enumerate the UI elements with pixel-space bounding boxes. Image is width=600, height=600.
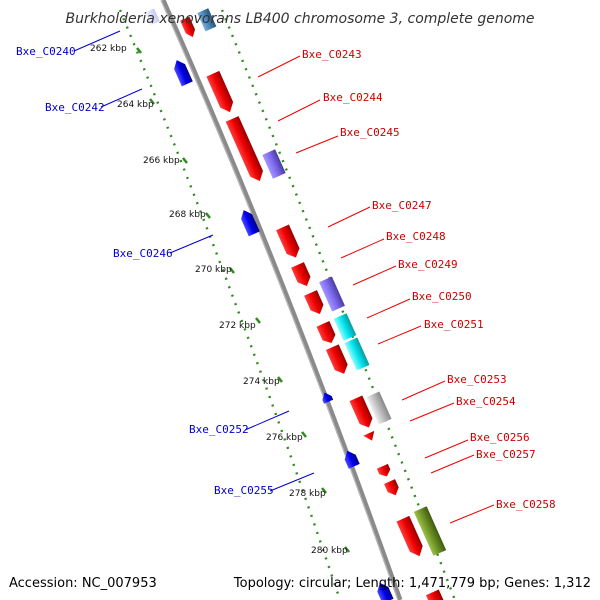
label-line-bxe-c0253	[401, 380, 446, 401]
gene-bxe-c0250[interactable]	[319, 276, 345, 312]
tick-mark	[344, 546, 350, 553]
map-title: Burkholderia xenovorans LB400 chromosome…	[65, 11, 534, 27]
label-line-bxe-c0246	[169, 234, 214, 254]
tick-mark	[136, 47, 142, 54]
gene-label-bxe-c0248[interactable]: Bxe_C0248	[386, 230, 446, 243]
gene-bxe-c0240[interactable]	[144, 8, 160, 26]
tick-mark	[277, 376, 283, 383]
gene-bxe-c0247[interactable]	[276, 224, 302, 261]
gene-label-bxe-c0244[interactable]: Bxe_C0244	[323, 91, 383, 104]
gene-label-bxe-c0254[interactable]: Bxe_C0254	[456, 395, 516, 408]
gene-cyan-2[interactable]	[344, 337, 370, 371]
reverse-label-lines	[73, 30, 315, 492]
gene-bxe-c0257[interactable]	[384, 479, 401, 498]
tick-label: 278 kbp	[289, 489, 326, 499]
label-line-bxe-c0243	[257, 55, 301, 78]
label-line-bxe-c0252	[244, 410, 290, 431]
tick-label: 266 kbp	[143, 156, 180, 166]
gene-label-bxe-c0240[interactable]: Bxe_C0240	[16, 45, 76, 58]
gene-bxe-c0249[interactable]	[304, 290, 326, 317]
forward-label-lines	[257, 55, 495, 524]
reverse-genes	[144, 8, 394, 600]
label-line-bxe-c0249	[352, 265, 397, 286]
label-line-bxe-c0240	[73, 30, 121, 52]
gene-label-bxe-c0252[interactable]: Bxe_C0252	[189, 423, 249, 436]
tick-track-reverse	[118, 9, 342, 600]
tick-mark	[205, 212, 211, 219]
gene-label-bxe-c0256[interactable]: Bxe_C0256	[470, 431, 530, 444]
gene-label-bxe-c0242[interactable]: Bxe_C0242	[45, 101, 105, 114]
gene-label-bxe-c0255[interactable]: Bxe_C0255	[214, 484, 274, 497]
gene-small-red[interactable]	[363, 430, 377, 443]
tick-label: 280 kbp	[311, 546, 348, 556]
forward-genes	[180, 8, 447, 600]
gene-bxe-c0246[interactable]	[238, 208, 260, 237]
gene-bxe-c0254[interactable]	[366, 391, 392, 425]
label-line-bxe-c0255	[269, 472, 315, 492]
tick-mark	[182, 157, 188, 164]
gene-bxe-c0252[interactable]	[320, 390, 334, 404]
label-line-bxe-c0244	[277, 99, 321, 122]
tick-label: 262 kbp	[90, 44, 127, 54]
gene-cyan-1[interactable]	[333, 313, 357, 341]
gene-reverse-bottom[interactable]	[374, 580, 394, 600]
gene-label-bxe-c0245[interactable]: Bxe_C0245	[340, 126, 400, 139]
tick-labels: 262 kbp 264 kbp 266 kbp 268 kbp 270 kbp …	[90, 44, 348, 556]
label-line-bxe-c0245	[295, 135, 339, 154]
gene-bxe-c0251[interactable]	[316, 321, 338, 346]
gene-label-bxe-c0249[interactable]: Bxe_C0249	[398, 258, 458, 271]
gene-bxe-c0248[interactable]	[291, 262, 313, 289]
chromosome-backbone-highlight	[160, 0, 399, 600]
reverse-labels: Bxe_C0240 Bxe_C0242 Bxe_C0246 Bxe_C0252 …	[16, 45, 274, 497]
tick-mark	[321, 487, 327, 494]
gene-bxe-c0242[interactable]	[171, 58, 193, 87]
gene-bxe-c0255[interactable]	[342, 448, 360, 469]
gene-bxe-c0258[interactable]	[396, 515, 425, 559]
label-line-bxe-c0254	[409, 402, 455, 422]
gene-label-bxe-c0253[interactable]: Bxe_C0253	[447, 373, 507, 386]
gene-bxe-c0243[interactable]	[206, 70, 236, 115]
tick-mark	[229, 267, 235, 274]
gene-label-bxe-c0247[interactable]: Bxe_C0247	[372, 199, 432, 212]
gene-bottom-red[interactable]	[425, 589, 444, 600]
gene-label-bxe-c0258[interactable]: Bxe_C0258	[496, 498, 556, 511]
label-line-bxe-c0248	[340, 238, 385, 259]
tick-label: 272 kbp	[219, 321, 256, 331]
genome-summary-text: Topology: circular; Length: 1,471,779 bp…	[233, 576, 591, 591]
label-line-bxe-c0250	[366, 298, 411, 319]
gene-label-bxe-c0251[interactable]: Bxe_C0251	[424, 318, 484, 331]
tick-label: 270 kbp	[195, 265, 232, 275]
gene-top-red[interactable]	[180, 16, 197, 39]
gene-label-bxe-c0246[interactable]: Bxe_C0246	[113, 247, 173, 260]
gene-bxe-c0245[interactable]	[262, 149, 286, 179]
label-line-bxe-c0256	[424, 439, 469, 459]
label-line-bxe-c0257	[430, 454, 475, 474]
label-line-bxe-c0247	[327, 206, 371, 228]
gene-red-0252b[interactable]	[325, 344, 351, 376]
forward-labels: Bxe_C0243 Bxe_C0244 Bxe_C0245 Bxe_C0247 …	[302, 48, 556, 511]
tick-label: 276 kbp	[266, 433, 303, 443]
tick-mark	[255, 317, 261, 324]
accession-text: Accession: NC_007953	[9, 576, 157, 591]
tick-mark	[301, 431, 307, 438]
gene-bxe-c0244[interactable]	[225, 116, 266, 184]
label-line-bxe-c0242	[100, 88, 143, 108]
gene-label-bxe-c0257[interactable]: Bxe_C0257	[476, 448, 536, 461]
tick-label: 274 kbp	[243, 377, 280, 387]
major-ticks	[136, 47, 350, 553]
label-line-bxe-c0258	[449, 504, 495, 524]
gene-top-steelblue[interactable]	[197, 8, 217, 32]
gene-olive[interactable]	[413, 506, 447, 556]
gene-bxe-c0256[interactable]	[376, 463, 392, 479]
tick-label: 264 kbp	[117, 100, 154, 110]
chromosome-backbone	[160, 0, 403, 600]
label-line-bxe-c0251	[377, 325, 422, 345]
gene-label-bxe-c0243[interactable]: Bxe_C0243	[302, 48, 362, 61]
tick-label: 268 kbp	[169, 210, 206, 220]
gene-label-bxe-c0250[interactable]: Bxe_C0250	[412, 290, 472, 303]
tick-mark	[149, 98, 155, 105]
gene-bxe-c0253[interactable]	[349, 395, 376, 430]
